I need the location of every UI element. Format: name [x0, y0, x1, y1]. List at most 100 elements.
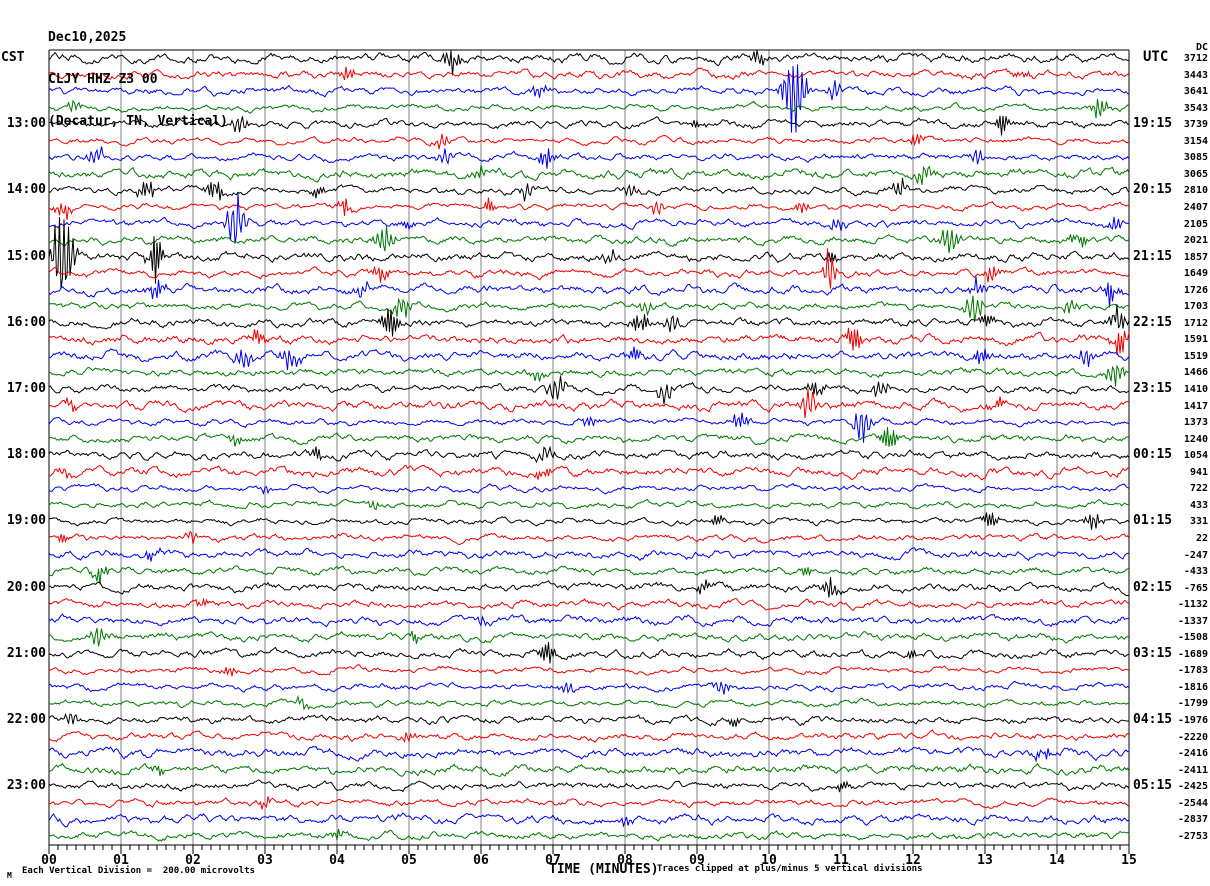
seismogram-trace-row-37: [48, 664, 1130, 677]
dc-value-row-24: 1054: [1183, 450, 1208, 462]
utc-label-20:15: 20:15: [1133, 182, 1173, 198]
x-tick-11: 11: [833, 853, 849, 868]
cst-label-23:00: 23:00: [6, 778, 46, 794]
dc-value-row-5: 3154: [1183, 135, 1208, 147]
dc-value-row-3: 3543: [1183, 102, 1208, 114]
dc-value-row-16: 1712: [1183, 317, 1208, 329]
seismogram-trace-row-27: [48, 498, 1130, 511]
cst-label-14:00: 14:00: [6, 182, 46, 198]
cst-label-18:00: 18:00: [6, 447, 46, 463]
seismogram-trace-row-17: [48, 327, 1130, 356]
dc-value-row-28: 331: [1189, 516, 1208, 528]
dc-value-row-2: 3641: [1183, 86, 1208, 98]
dc-value-row-15: 1703: [1183, 301, 1208, 313]
dc-column-header: DC: [1195, 42, 1208, 53]
dc-value-row-9: 2407: [1183, 201, 1208, 213]
x-tick-07: 07: [545, 853, 561, 868]
dc-value-row-10: 2105: [1183, 218, 1208, 230]
dc-value-row-34: -1337: [1177, 615, 1208, 627]
x-tick-10: 10: [761, 853, 777, 868]
dc-value-row-33: -1132: [1177, 599, 1208, 611]
x-tick-12: 12: [905, 853, 921, 868]
corner-mark: M: [7, 871, 12, 880]
dc-value-row-11: 2021: [1183, 235, 1208, 247]
right-axis-header: UTC: [1143, 49, 1169, 65]
seismogram-trace-row-13: [48, 248, 1130, 289]
dc-value-row-37: -1783: [1177, 665, 1208, 677]
utc-label-02:15: 02:15: [1133, 579, 1173, 595]
seismogram-trace-row-5: [48, 133, 1130, 150]
dc-value-row-46: -2837: [1177, 814, 1208, 826]
dc-value-row-38: -1816: [1177, 681, 1208, 693]
utc-label-04:15: 04:15: [1133, 712, 1173, 727]
seismogram-trace-row-31: [48, 565, 1130, 585]
x-axis-title: TIME (MINUTES): [549, 862, 659, 877]
dc-value-row-7: 3065: [1183, 168, 1208, 180]
cst-label-21:00: 21:00: [6, 645, 46, 661]
dc-value-row-1: 3443: [1183, 69, 1208, 81]
x-tick-14: 14: [1049, 853, 1065, 868]
dc-value-row-22: 1373: [1183, 417, 1208, 429]
x-tick-08: 08: [617, 853, 633, 868]
dc-value-row-45: -2544: [1177, 797, 1208, 809]
dc-value-row-42: -2416: [1177, 748, 1208, 760]
title-block: Dec10,2025 CLJY HHZ Z3 00 (Decatur, TN, …: [48, 3, 228, 157]
dc-value-row-41: -2220: [1177, 731, 1208, 743]
scale-note: Each Vertical Division = 200.00 microvol…: [22, 866, 255, 876]
dc-value-row-21: 1417: [1183, 400, 1208, 412]
dc-value-row-43: -2411: [1177, 764, 1208, 776]
seismogram-trace-row-44: [48, 779, 1130, 793]
dc-value-row-32: -765: [1183, 582, 1208, 594]
seismogram-trace-row-26: [48, 482, 1130, 496]
dc-value-row-17: 1591: [1183, 334, 1208, 346]
seismogram-trace-row-3: [48, 99, 1130, 119]
seismogram-trace-row-25: [48, 464, 1130, 481]
seismogram-trace-row-33: [48, 597, 1130, 612]
cst-label-22:00: 22:00: [6, 712, 46, 727]
dc-value-row-27: 433: [1189, 499, 1208, 511]
seismogram-trace-row-12: [48, 217, 1130, 289]
seismogram-trace-row-23: [48, 427, 1130, 448]
seismogram-trace-row-4: [48, 115, 1130, 136]
seismogram-trace-row-41: [48, 729, 1130, 744]
seismogram-trace-row-1: [48, 66, 1130, 81]
title-station: CLJY HHZ Z3 00: [48, 72, 158, 87]
dc-value-row-36: -1689: [1177, 648, 1208, 660]
seismogram-trace-row-34: [48, 613, 1130, 628]
x-tick-03: 03: [257, 853, 273, 868]
dc-value-row-13: 1649: [1183, 268, 1208, 280]
dc-value-row-20: 1410: [1183, 384, 1208, 395]
x-tick-00: 00: [41, 853, 57, 868]
cst-label-19:00: 19:00: [6, 513, 46, 529]
dc-value-row-26: 722: [1189, 483, 1208, 495]
cst-label-17:00: 17:00: [6, 381, 46, 396]
utc-label-23:15: 23:15: [1133, 381, 1173, 396]
seismogram-trace-row-42: [48, 745, 1130, 763]
seismogram-trace-row-14: [48, 276, 1130, 308]
dc-value-row-44: -2425: [1177, 781, 1208, 793]
x-tick-04: 04: [329, 853, 345, 868]
dc-value-row-4: 3739: [1183, 119, 1208, 131]
seismogram-trace-row-20: [48, 375, 1130, 405]
title-date: Dec10,2025: [48, 30, 127, 45]
dc-value-row-0: 3712: [1183, 53, 1208, 64]
x-tick-01: 01: [113, 853, 129, 868]
seismogram-trace-row-16: [48, 304, 1130, 337]
cst-label-15:00: 15:00: [6, 248, 46, 264]
dc-value-row-39: -1799: [1177, 698, 1208, 710]
x-tick-05: 05: [401, 853, 417, 868]
dc-value-row-19: 1466: [1183, 367, 1208, 379]
seismogram-trace-row-43: [48, 762, 1130, 777]
utc-label-22:15: 22:15: [1133, 314, 1173, 330]
seismogram-trace-row-46: [48, 812, 1130, 828]
x-tick-13: 13: [977, 853, 993, 868]
dc-value-row-35: -1508: [1177, 632, 1208, 644]
title-location: (Decatur, TN, Vertical): [48, 114, 229, 129]
seismogram-trace-row-36: [48, 642, 1130, 664]
seismogram-trace-row-38: [48, 680, 1130, 695]
dc-value-row-8: 2810: [1183, 185, 1208, 197]
dc-value-row-14: 1726: [1183, 284, 1208, 296]
dc-value-row-18: 1519: [1183, 350, 1208, 362]
seismogram-trace-row-39: [48, 694, 1130, 711]
dc-value-row-23: 1240: [1183, 433, 1208, 445]
